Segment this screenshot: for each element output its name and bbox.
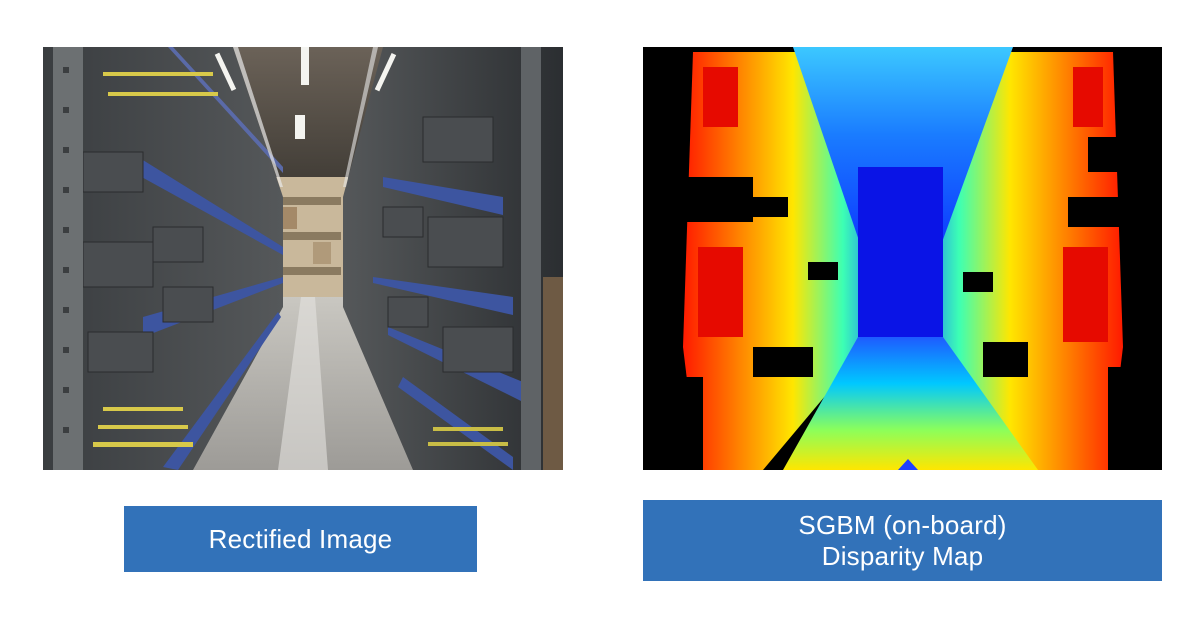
disparity-map-caption: SGBM (on-board) Disparity Map	[643, 500, 1162, 581]
warehouse-aisle-illustration	[43, 47, 563, 470]
disparity-heatmap-illustration	[643, 47, 1162, 470]
disparity-map-image	[643, 47, 1162, 470]
disparity-map-caption-line1: SGBM (on-board)	[798, 509, 1007, 540]
rectified-image-caption-text: Rectified Image	[208, 523, 393, 554]
rectified-image	[43, 47, 563, 470]
disparity-map-caption-line2: Disparity Map	[821, 540, 984, 571]
rectified-image-caption: Rectified Image	[124, 506, 477, 572]
